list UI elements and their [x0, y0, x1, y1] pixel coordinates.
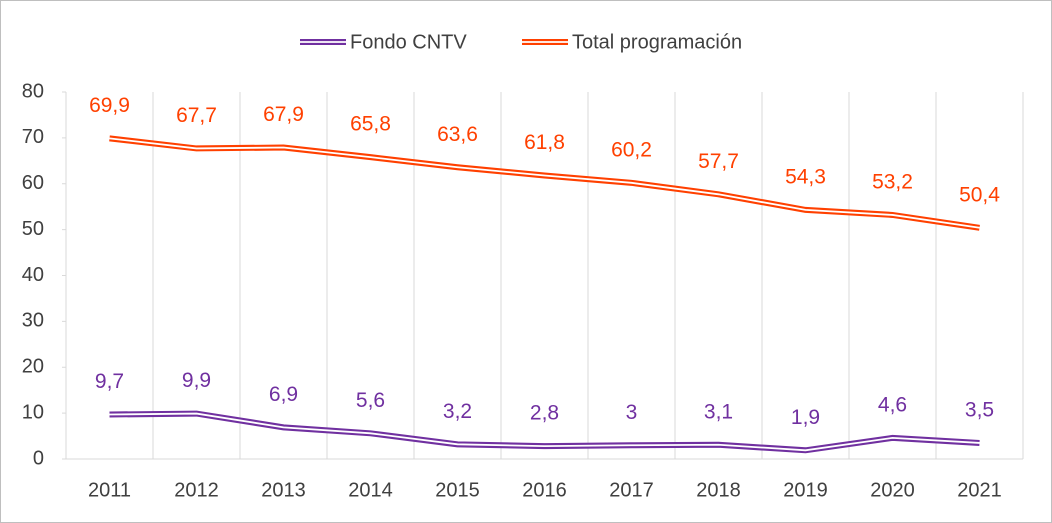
data-label: 69,9	[89, 94, 130, 117]
y-tick-label: 70	[22, 126, 44, 148]
data-label: 3	[626, 401, 638, 424]
data-label: 3,2	[443, 400, 472, 423]
data-label: 2,8	[530, 402, 559, 425]
data-label: 4,6	[878, 393, 907, 416]
data-label: 67,9	[263, 103, 304, 126]
y-tick-label: 50	[22, 218, 44, 240]
y-tick-label: 40	[22, 264, 44, 286]
x-tick-label: 2018	[696, 479, 741, 501]
data-label: 60,2	[611, 138, 652, 161]
data-label: 50,4	[959, 183, 1000, 206]
data-label: 9,9	[182, 369, 211, 392]
x-tick-label: 2011	[88, 479, 131, 501]
data-label: 61,8	[524, 131, 565, 154]
legend-label: Total programación	[572, 31, 742, 53]
x-tick-label: 2013	[261, 479, 306, 501]
y-tick-label: 20	[22, 356, 44, 378]
data-label: 5,6	[356, 389, 385, 412]
y-tick-label: 60	[22, 172, 44, 194]
y-tick-label: 0	[33, 447, 44, 469]
x-tick-label: 2020	[870, 479, 915, 501]
series-line-inner	[109, 412, 980, 452]
x-tick-label: 2015	[435, 479, 480, 501]
x-tick-label: 2016	[522, 479, 567, 501]
x-tick-label: 2017	[609, 479, 654, 501]
legend-label: Fondo CNTV	[350, 31, 467, 53]
data-label: 1,9	[791, 406, 820, 429]
y-tick-label: 80	[22, 80, 44, 102]
y-tick-label: 10	[22, 401, 44, 423]
data-label: 53,2	[872, 170, 913, 193]
data-label: 3,1	[704, 400, 733, 423]
data-label: 6,9	[269, 383, 298, 406]
data-label: 63,6	[437, 123, 478, 146]
data-label: 67,7	[176, 104, 217, 127]
y-tick-label: 30	[22, 310, 44, 332]
data-label: 9,7	[95, 370, 124, 393]
x-tick-label: 2012	[174, 479, 219, 501]
x-tick-label: 2019	[783, 479, 828, 501]
x-tick-label: 2014	[348, 479, 393, 501]
data-label: 65,8	[350, 113, 391, 136]
data-label: 54,3	[785, 165, 826, 188]
data-label: 57,7	[698, 150, 739, 173]
data-label: 3,5	[965, 398, 994, 421]
series-line-inner	[109, 137, 980, 229]
x-tick-label: 2021	[957, 479, 1002, 501]
